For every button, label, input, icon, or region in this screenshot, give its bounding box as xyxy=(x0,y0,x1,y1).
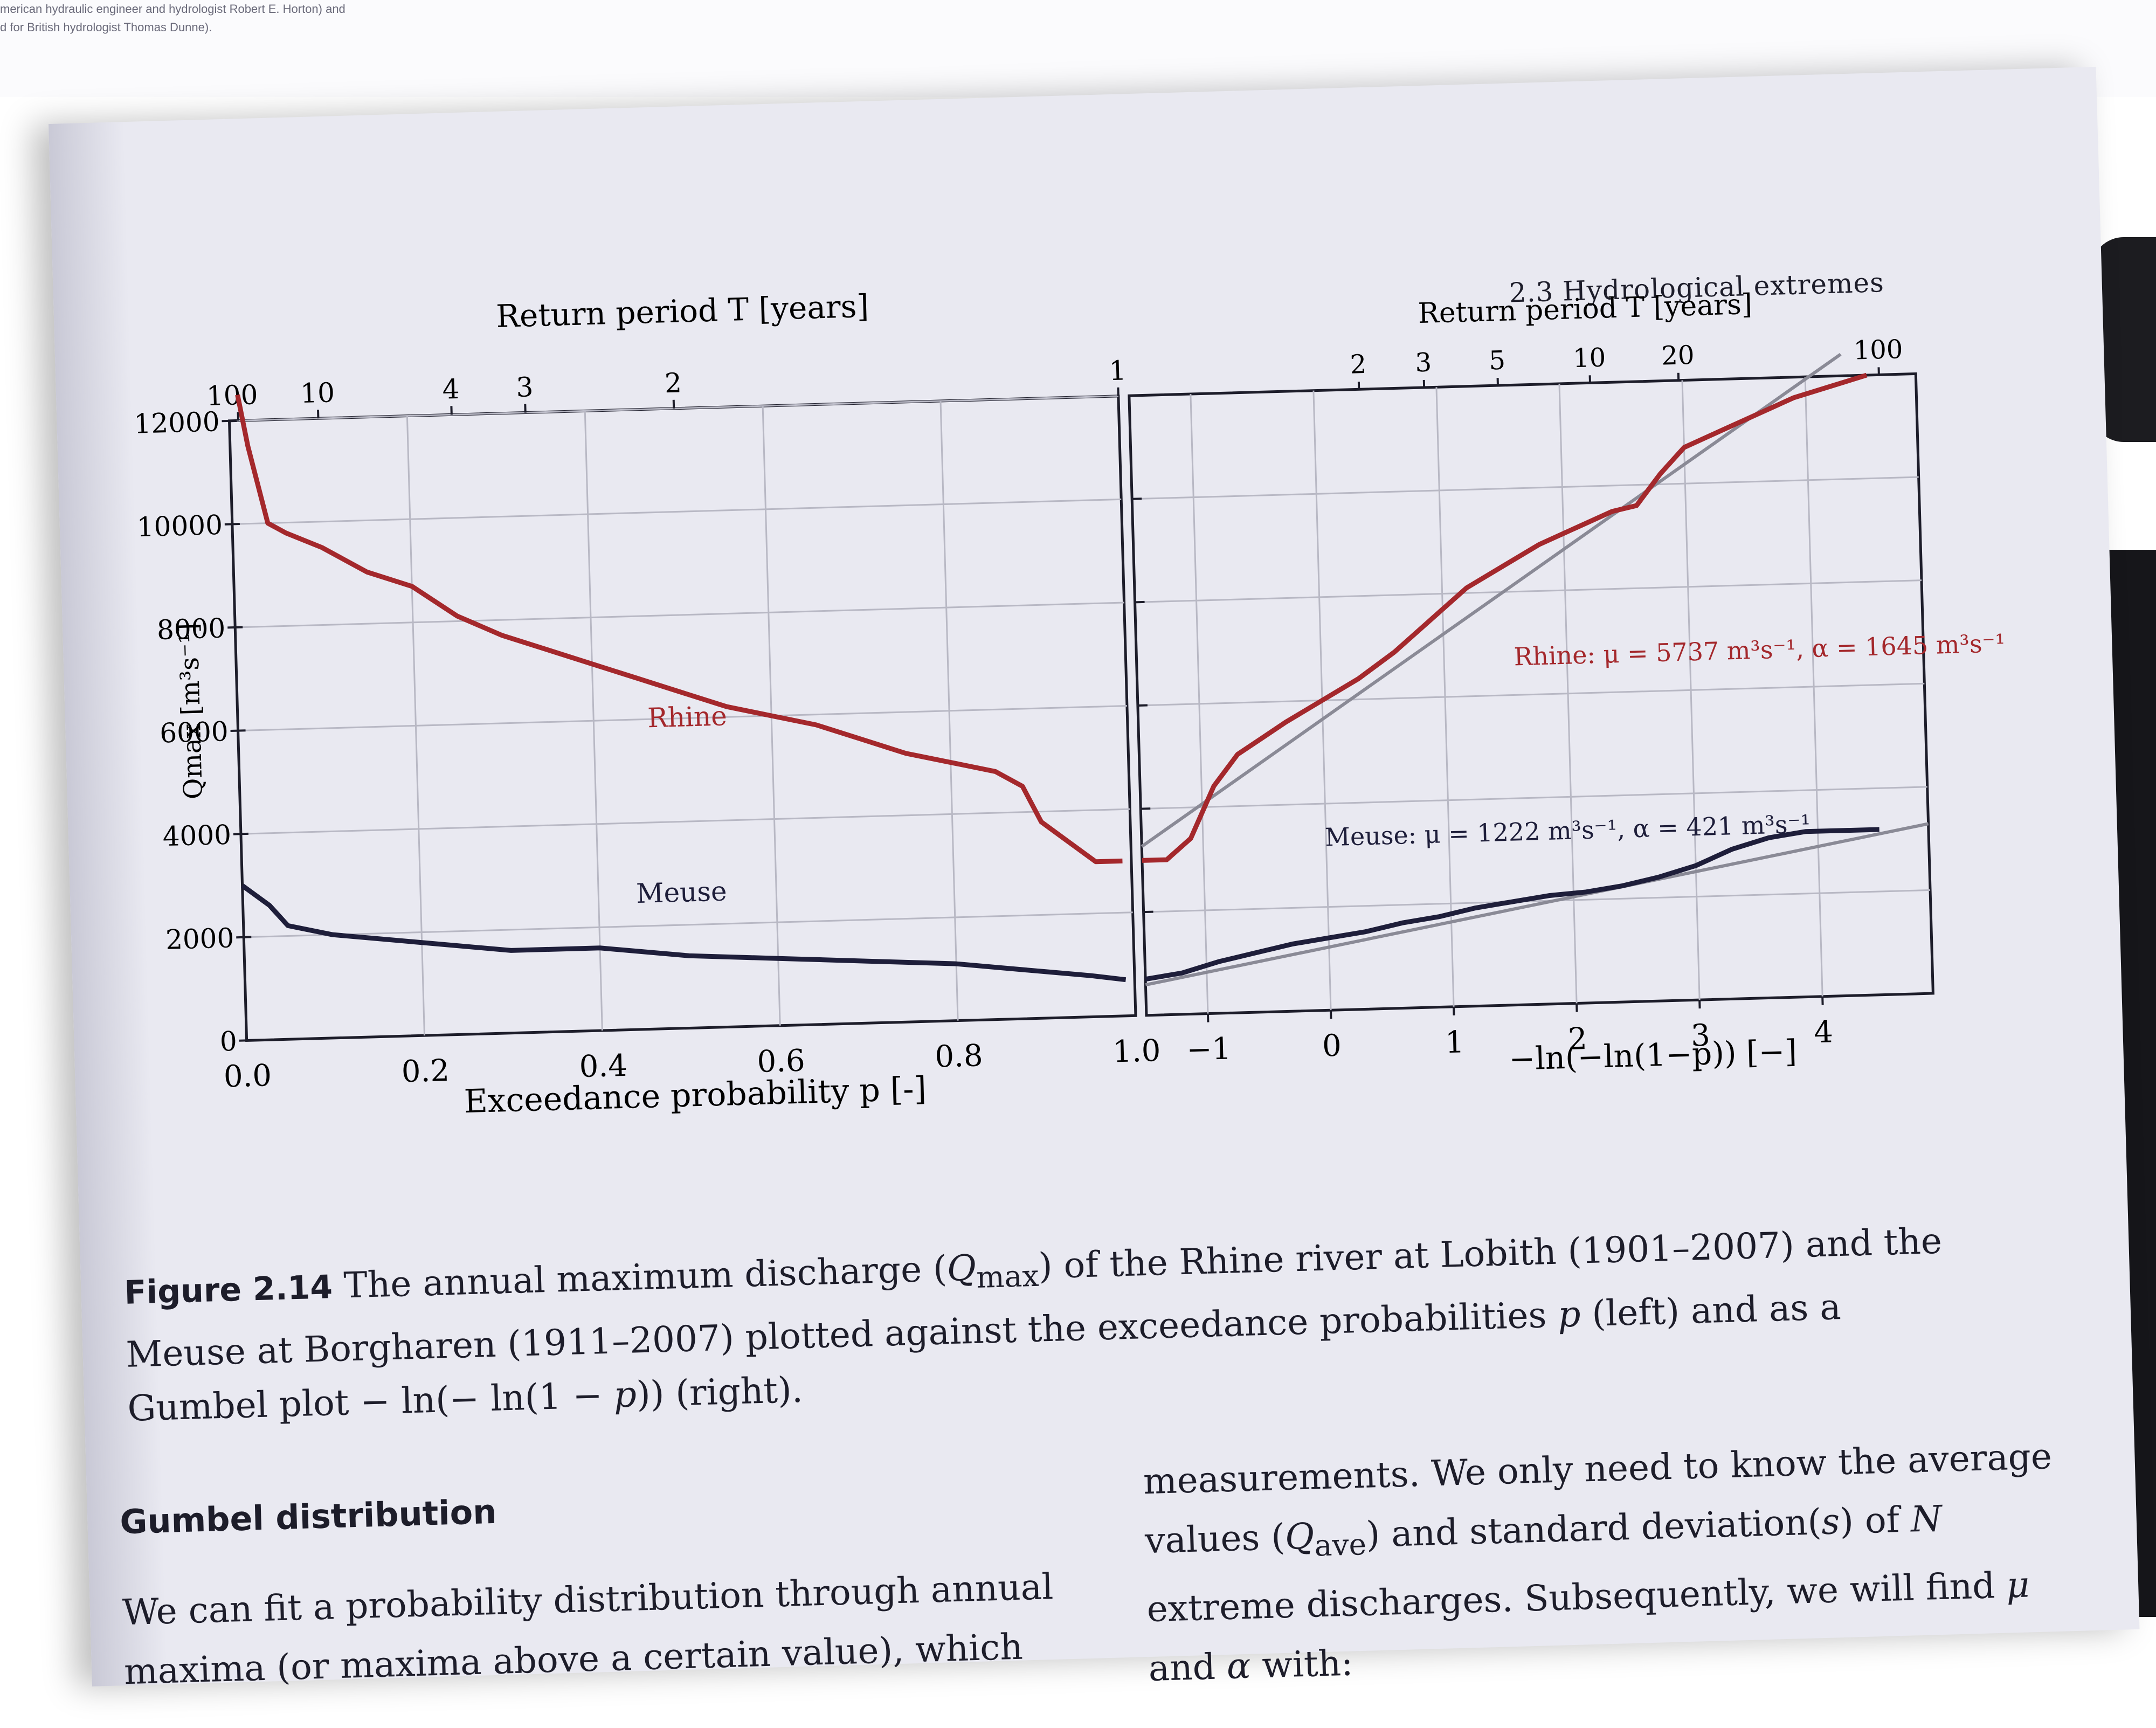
right-x-tick-label: 0 xyxy=(1322,1028,1342,1064)
screen-text-line1: merican hydraulic engineer and hydrologi… xyxy=(0,0,345,18)
right-top-tick-label: 2 xyxy=(1350,349,1367,380)
fit-line-meuse xyxy=(1142,824,1932,985)
left-y-tick xyxy=(222,420,237,421)
right-top-tick-label: 20 xyxy=(1661,340,1695,371)
right-x-tick-label: 1 xyxy=(1445,1025,1464,1060)
left-y-tick xyxy=(227,627,243,628)
left-gridline-y xyxy=(235,603,1124,627)
right-top-tick-label: 3 xyxy=(1415,348,1432,378)
right-gridline-y xyxy=(1132,477,1918,499)
left-y-tick-label: 2000 xyxy=(165,922,234,956)
series-line-meuse xyxy=(1142,830,1883,979)
right-x-tick-label: −1 xyxy=(1186,1031,1232,1067)
left-top-tick-label: 4 xyxy=(442,374,460,405)
meuse-curve-label: Meuse xyxy=(635,875,727,909)
screen-text-line2: d for British hydrologist Thomas Dunne). xyxy=(0,18,345,37)
body-text-left: We can fit a probability distribution th… xyxy=(122,1557,1073,1702)
right-gridline-y xyxy=(1135,580,1922,603)
right-grid xyxy=(1129,374,1933,1015)
left-top-axis-label: Return period T [years] xyxy=(495,288,869,335)
right-gridline-y xyxy=(1141,787,1927,809)
left-top-tick-label: 3 xyxy=(516,371,534,403)
right-y-tick xyxy=(1135,602,1145,603)
left-y-tick-label: 10000 xyxy=(136,509,223,543)
left-top-tick-label: 1 xyxy=(1109,355,1127,386)
left-y-tick-label: 4000 xyxy=(162,819,232,853)
left-gridline-y xyxy=(232,499,1121,524)
right-y-tick xyxy=(1141,808,1150,809)
figure-caption-text: The annual maximum discharge (Qmax) of t… xyxy=(126,1220,1943,1429)
left-x-tick-label: 1.0 xyxy=(1112,1033,1161,1069)
left-top-tick-label: 10 xyxy=(300,377,335,409)
background-screen-text: merican hydraulic engineer and hydrologi… xyxy=(0,0,345,37)
right-y-tick xyxy=(1138,705,1148,706)
left-gridline-y xyxy=(244,913,1132,937)
right-y-tick xyxy=(1144,912,1153,913)
left-top-tick-label: 100 xyxy=(206,379,258,412)
series-line-rhine xyxy=(238,370,1123,885)
series-line-rhine xyxy=(1129,375,1879,860)
right-gridline-y xyxy=(1138,683,1924,706)
left-x-tick-label: 0.0 xyxy=(223,1058,272,1094)
fit-line-rhine xyxy=(1129,354,1854,846)
left-series-group xyxy=(229,370,1125,1004)
left-top-tick-label: 2 xyxy=(664,367,682,399)
right-top-tick-label: 100 xyxy=(1853,334,1903,366)
right-x-tick-label: 4 xyxy=(1813,1014,1833,1050)
body-text-right: measurements. We only need to know the a… xyxy=(1143,1426,2098,1698)
left-y-axis-label: Qmax [m³s⁻¹] xyxy=(174,623,209,800)
right-top-tick-label: 10 xyxy=(1572,343,1606,374)
section-heading: Gumbel distribution xyxy=(119,1492,497,1542)
left-x-axis-label: Exceedance probability p [-] xyxy=(464,1070,927,1121)
rhine-curve-label: Rhine xyxy=(647,700,727,734)
left-y-tick xyxy=(231,730,246,731)
right-gridline-y xyxy=(1144,890,1930,912)
right-x-axis-label: −ln(−ln(1−p)) [−] xyxy=(1509,1033,1798,1077)
right-top-tick-label: 5 xyxy=(1489,345,1506,376)
left-y-tick xyxy=(239,1040,254,1041)
left-y-tick-label: 0 xyxy=(219,1026,237,1057)
right-top-axis-label: Return period T [years] xyxy=(1418,288,1753,330)
left-gridline-y xyxy=(241,809,1130,834)
rhine-fit-label: Rhine: μ = 5737 m³s⁻¹, α = 1645 m³s⁻¹ xyxy=(1514,628,2006,671)
figure-caption: Figure 2.14 The annual maximum discharge… xyxy=(123,1213,1987,1436)
figure-caption-label: Figure 2.14 xyxy=(124,1268,333,1312)
left-x-tick-label: 0.2 xyxy=(401,1053,450,1089)
left-x-tick-label: 0.8 xyxy=(935,1038,984,1074)
